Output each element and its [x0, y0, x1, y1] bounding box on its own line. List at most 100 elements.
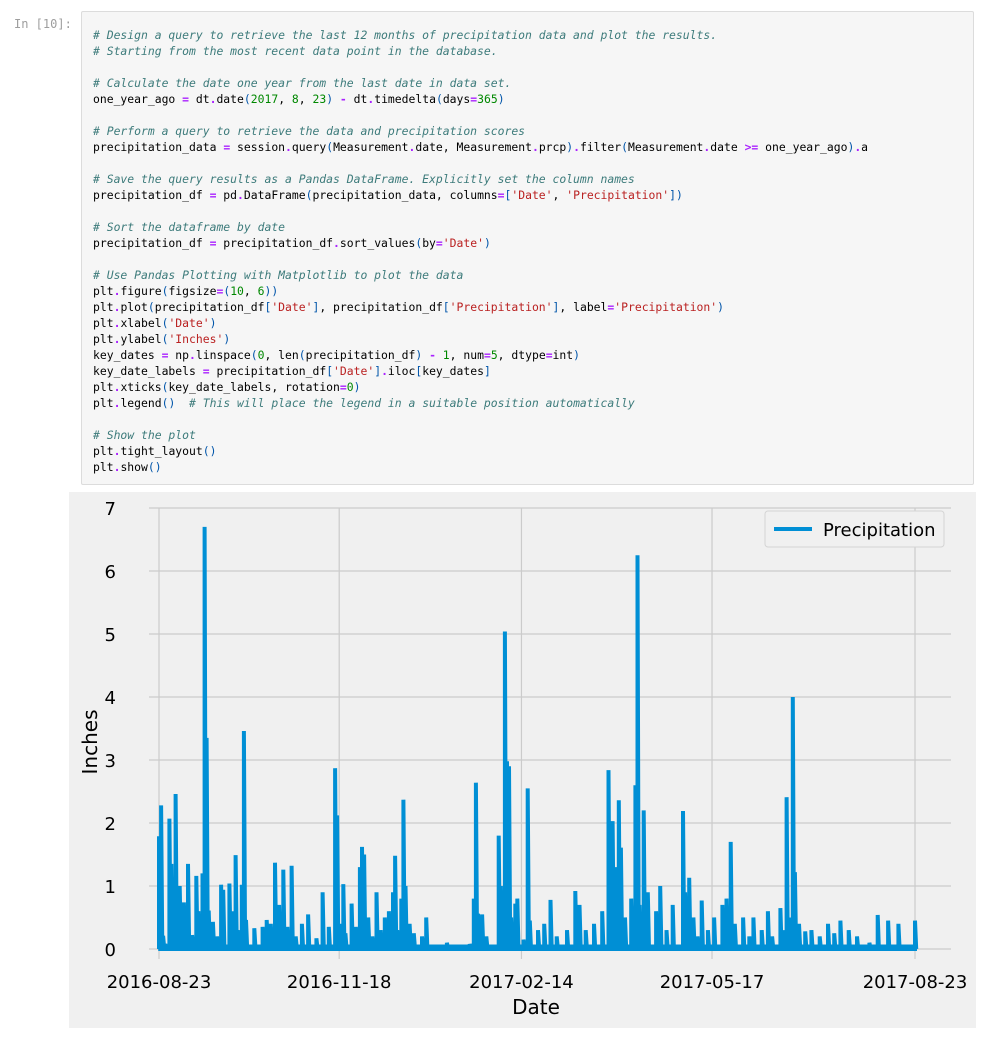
code-token: ] [312, 300, 320, 314]
code-token: , [243, 284, 258, 298]
legend: Precipitation [764, 510, 945, 548]
code-token: , precipitation_df [319, 300, 443, 314]
code-token: . [381, 364, 388, 378]
code-token: ] [374, 364, 382, 378]
code-token: 23 [312, 92, 327, 106]
code-line[interactable] [93, 251, 868, 267]
y-tick-label: 7 [105, 499, 116, 520]
code-token: 8 [291, 92, 299, 106]
code-token: ( [298, 348, 306, 362]
code-token: ( [161, 332, 169, 346]
code-token: . [285, 140, 292, 154]
code-line[interactable] [93, 59, 868, 75]
code-line[interactable]: plt.show() [93, 459, 868, 475]
code-line[interactable]: key_dates = np.linspace(0, len(precipita… [93, 347, 868, 363]
code-token: legend [120, 396, 162, 410]
x-tick-label: 2017-08-23 [863, 972, 968, 993]
code-token: figure [120, 284, 162, 298]
code-token: , num [449, 348, 484, 362]
code-line[interactable]: # Calculate the date one year from the l… [93, 75, 868, 91]
code-token: ) [847, 140, 855, 154]
code-line[interactable]: plt.tight_layout() [93, 443, 868, 459]
code-token: one_year_ago [93, 92, 183, 106]
code-line[interactable]: plt.legend() # This will place the legen… [93, 395, 868, 411]
code-token: )) [264, 284, 279, 298]
code-token: ( [621, 140, 628, 154]
series-precipitation [157, 526, 919, 951]
code-line[interactable]: plt.xticks(key_date_labels, rotation=0) [93, 379, 868, 395]
code-token: . [113, 460, 121, 474]
x-tick-label: 2016-11-18 [287, 972, 392, 993]
code-token: # Calculate the date one year from the l… [93, 76, 512, 90]
code-token: () [202, 444, 217, 458]
y-tick-label: 0 [105, 940, 116, 961]
code-token: date, Measurement [415, 140, 532, 154]
code-line[interactable]: precipitation_df = pd.DataFrame(precipit… [93, 187, 868, 203]
code-token: precipitation_df [93, 188, 210, 202]
code-line[interactable] [93, 203, 868, 219]
y-tick-label: 4 [105, 688, 116, 709]
y-axis-label: Inches [78, 710, 102, 775]
code-line[interactable]: # Use Pandas Plotting with Matplotlib to… [93, 267, 868, 283]
code-token: # This will place the legend in a suitab… [189, 396, 635, 410]
code-line[interactable] [93, 107, 868, 123]
code-line[interactable]: # Show the plot [93, 427, 868, 443]
y-tick-label: 5 [105, 625, 116, 646]
code-line[interactable]: key_date_labels = precipitation_df['Date… [93, 363, 868, 379]
code-block[interactable]: # Design a query to retrieve the last 12… [93, 27, 868, 475]
code-token: ) [573, 348, 580, 362]
code-token: 365 [477, 92, 498, 106]
code-token: key_date_labels [93, 364, 203, 378]
code-line[interactable]: # Design a query to retrieve the last 12… [93, 27, 868, 43]
code-token: ]) [669, 188, 683, 202]
x-tick-label: 2016-08-23 [107, 972, 212, 993]
code-line[interactable]: plt.figure(figsize=(10, 6)) [93, 283, 868, 299]
code-token: ( [223, 284, 231, 298]
code-token: precipitation_df [154, 300, 265, 314]
code-line[interactable]: one_year_ago = dt.date(2017, 8, 23) - dt… [93, 91, 868, 107]
code-line[interactable]: # Save the query results as a Pandas Dat… [93, 171, 868, 187]
code-editor[interactable]: # Design a query to retrieve the last 12… [81, 11, 974, 485]
code-line[interactable]: precipitation_df = precipitation_df.sort… [93, 235, 868, 251]
code-line[interactable]: plt.ylabel('Inches') [93, 331, 868, 347]
code-token: [ [415, 364, 423, 378]
code-token: . [113, 332, 121, 346]
code-token: timedelta [374, 92, 436, 106]
code-token: # Show the plot [93, 428, 196, 442]
code-line[interactable]: precipitation_data = session.query(Measu… [93, 139, 868, 155]
code-token: . [113, 316, 121, 330]
code-line[interactable] [93, 411, 868, 427]
code-token: plt [93, 332, 114, 346]
code-token: , dtype [497, 348, 546, 362]
code-token: plt [93, 460, 114, 474]
code-token: 0 [346, 380, 354, 394]
code-token: . [531, 140, 539, 154]
code-token: ) [209, 316, 217, 330]
code-token: , label [559, 300, 608, 314]
legend-label: Precipitation [823, 520, 936, 541]
code-token: dt [189, 92, 210, 106]
y-tick-label: 6 [105, 562, 116, 583]
code-token: = [216, 284, 224, 298]
code-token: 'Date' [271, 300, 313, 314]
code-token: = [223, 140, 231, 154]
code-token: 5 [490, 348, 498, 362]
code-line[interactable]: # Starting from the most recent data poi… [93, 43, 868, 59]
code-token: . [113, 444, 121, 458]
code-line[interactable]: # Sort the dataframe by date [93, 219, 868, 235]
code-line[interactable]: # Perform a query to retrieve the data a… [93, 123, 868, 139]
code-token: = [209, 188, 217, 202]
code-token: - [339, 92, 347, 106]
code-line[interactable] [93, 155, 868, 171]
code-line[interactable]: plt.plot(precipitation_df['Date'], preci… [93, 299, 868, 315]
code-token: () [147, 460, 162, 474]
code-token: . [113, 300, 121, 314]
code-token: precipitation_df [93, 236, 210, 250]
code-token: ) [497, 92, 505, 106]
x-axis-label: Date [512, 995, 560, 1019]
code-token: . [854, 140, 862, 154]
code-token: = [545, 348, 553, 362]
code-line[interactable]: plt.xlabel('Date') [93, 315, 868, 331]
code-token [436, 348, 443, 362]
